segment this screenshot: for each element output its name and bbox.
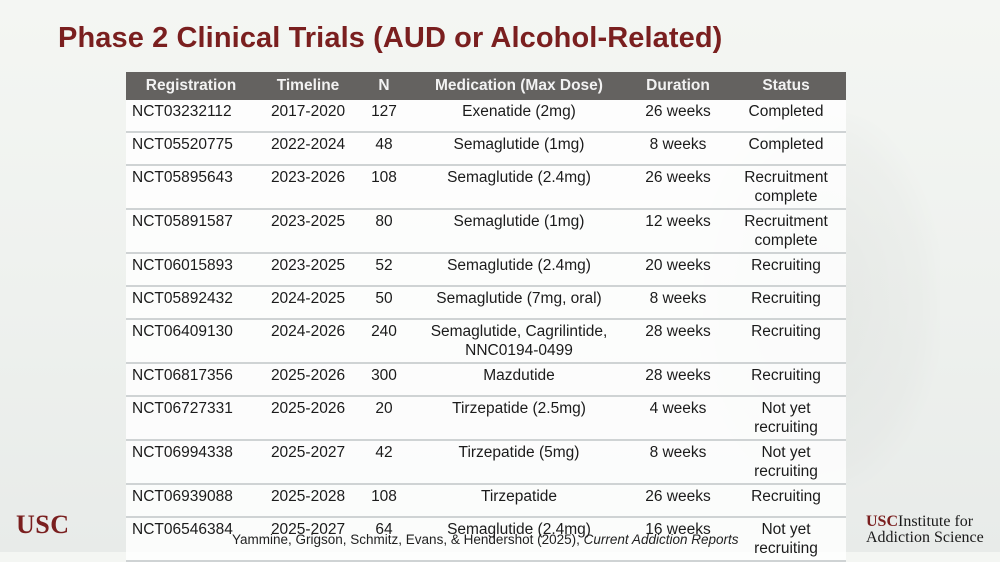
cell-duration: 28 weeks: [630, 363, 726, 397]
cell-n: 127: [360, 100, 408, 133]
cell-registration: NCT06817356: [126, 363, 256, 397]
table-row: NCT05895643 2023-2026 108 Semaglutide (2…: [126, 165, 846, 210]
cell-registration: NCT03232112: [126, 100, 256, 133]
cell-medication: Semaglutide (2.4mg): [408, 165, 630, 210]
cell-medication: Tirzepatide: [408, 484, 630, 518]
cell-status: Recruitment complete: [726, 165, 846, 210]
header-status: Status: [726, 72, 846, 100]
cell-medication: Semaglutide (2.4mg): [408, 253, 630, 287]
cell-status: Recruiting: [726, 363, 846, 397]
cell-medication: Mazdutide: [408, 363, 630, 397]
cell-registration: NCT05892432: [126, 286, 256, 320]
cell-duration: 28 weeks: [630, 319, 726, 364]
header-duration: Duration: [630, 72, 726, 100]
cell-n: 108: [360, 484, 408, 518]
cell-timeline: 2025-2028: [256, 484, 360, 518]
cell-n: 42: [360, 440, 408, 485]
cell-n: 52: [360, 253, 408, 287]
cell-status: Recruiting: [726, 286, 846, 320]
cell-medication: Exenatide (2mg): [408, 100, 630, 133]
institute-logo-line2: Addiction Science: [866, 529, 984, 546]
cell-medication: Tirzepatide (2.5mg): [408, 396, 630, 441]
cell-registration: NCT06727331: [126, 396, 256, 441]
citation-journal: Current Addiction Reports: [583, 532, 739, 547]
header-timeline: Timeline: [256, 72, 360, 100]
header-n: N: [360, 72, 408, 100]
cell-registration: NCT06939088: [126, 484, 256, 518]
cell-medication: Semaglutide, Cagrilintide, NNC0194-0499: [408, 319, 630, 364]
institute-logo: USCInstitute for Addiction Science: [866, 514, 984, 546]
cell-duration: 26 weeks: [630, 484, 726, 518]
cell-n: 240: [360, 319, 408, 364]
cell-registration: NCT06546384: [126, 517, 256, 562]
table-row: NCT06409130 2024-2026 240 Semaglutide, C…: [126, 319, 846, 364]
cell-status: Recruiting: [726, 319, 846, 364]
cell-registration: NCT05520775: [126, 132, 256, 166]
cell-status: Not yet recruiting: [726, 440, 846, 485]
cell-timeline: 2023-2025: [256, 253, 360, 287]
institute-logo-institute-for: Institute for: [898, 513, 974, 530]
table-row: NCT06727331 2025-2026 20 Tirzepatide (2.…: [126, 396, 846, 441]
institute-logo-usc: USC: [866, 513, 899, 530]
cell-status: Not yet recruiting: [726, 517, 846, 562]
cell-status: Recruiting: [726, 253, 846, 287]
cell-timeline: 2025-2026: [256, 396, 360, 441]
table-row: NCT06939088 2025-2028 108 Tirzepatide 26…: [126, 484, 846, 518]
slide-title: Phase 2 Clinical Trials (AUD or Alcohol-…: [58, 22, 723, 54]
cell-n: 108: [360, 165, 408, 210]
cell-status: Recruiting: [726, 484, 846, 518]
cell-registration: NCT05891587: [126, 209, 256, 254]
table-row: NCT06994338 2025-2027 42 Tirzepatide (5m…: [126, 440, 846, 485]
usc-logo: USC: [16, 510, 70, 539]
table-row: NCT05891587 2023-2025 80 Semaglutide (1m…: [126, 209, 846, 254]
cell-timeline: 2024-2025: [256, 286, 360, 320]
cell-duration: 12 weeks: [630, 209, 726, 254]
cell-medication: Tirzepatide (5mg): [408, 440, 630, 485]
cell-registration: NCT06994338: [126, 440, 256, 485]
table-row: NCT03232112 2017-2020 127 Exenatide (2mg…: [126, 100, 846, 133]
trials-table: Registration Timeline N Medication (Max …: [126, 72, 846, 562]
cell-duration: 4 weeks: [630, 396, 726, 441]
trials-table-container: Registration Timeline N Medication (Max …: [126, 72, 846, 562]
cell-duration: 8 weeks: [630, 440, 726, 485]
cell-n: 300: [360, 363, 408, 397]
citation-authors: Yammine, Grigson, Schmitz, Evans, & Hend…: [232, 532, 580, 547]
cell-duration: 8 weeks: [630, 286, 726, 320]
cell-medication: Semaglutide (1mg): [408, 209, 630, 254]
cell-timeline: 2025-2027: [256, 440, 360, 485]
cell-status: Recruitment complete: [726, 209, 846, 254]
header-medication: Medication (Max Dose): [408, 72, 630, 100]
cell-duration: 8 weeks: [630, 132, 726, 166]
table-header-row: Registration Timeline N Medication (Max …: [126, 72, 846, 100]
cell-status: Not yet recruiting: [726, 396, 846, 441]
cell-timeline: 2023-2025: [256, 209, 360, 254]
table-row: NCT06817356 2025-2026 300 Mazdutide 28 w…: [126, 363, 846, 397]
cell-duration: 26 weeks: [630, 100, 726, 133]
cell-timeline: 2023-2026: [256, 165, 360, 210]
cell-n: 80: [360, 209, 408, 254]
cell-registration: NCT05895643: [126, 165, 256, 210]
cell-timeline: 2025-2026: [256, 363, 360, 397]
table-row: NCT05520775 2022-2024 48 Semaglutide (1m…: [126, 132, 846, 166]
institute-logo-line1: USCInstitute for: [866, 514, 984, 530]
cell-medication: Semaglutide (7mg, oral): [408, 286, 630, 320]
cell-status: Completed: [726, 132, 846, 166]
cell-status: Completed: [726, 100, 846, 133]
cell-duration: 20 weeks: [630, 253, 726, 287]
table-row: NCT05892432 2024-2025 50 Semaglutide (7m…: [126, 286, 846, 320]
header-registration: Registration: [126, 72, 256, 100]
cell-timeline: 2024-2026: [256, 319, 360, 364]
cell-n: 50: [360, 286, 408, 320]
cell-registration: NCT06409130: [126, 319, 256, 364]
cell-n: 48: [360, 132, 408, 166]
cell-timeline: 2017-2020: [256, 100, 360, 133]
table-row: NCT06015893 2023-2025 52 Semaglutide (2.…: [126, 253, 846, 287]
citation: Yammine, Grigson, Schmitz, Evans, & Hend…: [232, 532, 739, 547]
cell-medication: Semaglutide (1mg): [408, 132, 630, 166]
cell-registration: NCT06015893: [126, 253, 256, 287]
cell-timeline: 2022-2024: [256, 132, 360, 166]
cell-n: 20: [360, 396, 408, 441]
cell-duration: 26 weeks: [630, 165, 726, 210]
